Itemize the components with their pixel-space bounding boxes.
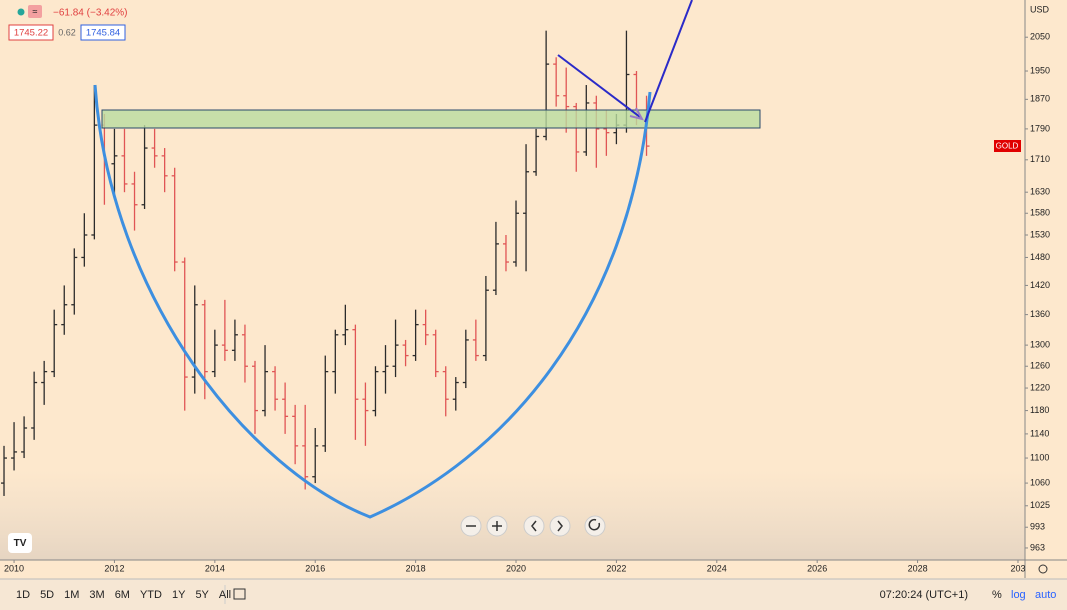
y-tick-label: 2050 <box>1030 32 1050 42</box>
scroll-left[interactable] <box>523 515 545 537</box>
y-tick-label: 1480 <box>1030 252 1050 262</box>
range-button[interactable]: YTD <box>140 589 162 601</box>
bid-box[interactable] <box>8 24 54 41</box>
clock: 07:20:24 (UTC+1) <box>880 589 968 601</box>
y-tick-label: 1060 <box>1030 477 1050 487</box>
y-tick-label: 1100 <box>1030 452 1049 462</box>
bottom-toolbar <box>0 579 1067 610</box>
settings-icon[interactable] <box>1038 564 1048 574</box>
arrow-line <box>557 54 641 118</box>
x-tick-label: 2012 <box>104 563 124 573</box>
y-tick-label: 1630 <box>1030 187 1050 197</box>
range-button[interactable]: 5Y <box>195 589 209 601</box>
range-button[interactable]: 5D <box>40 589 54 601</box>
range-button[interactable]: All <box>219 589 231 601</box>
y-tick-label: 1360 <box>1030 309 1050 319</box>
ask-box[interactable] <box>80 24 126 41</box>
icon-glyph: ≈ <box>33 6 38 16</box>
bid: 1745.22 <box>14 28 48 39</box>
ask: 1745.84 <box>86 28 120 39</box>
icon[interactable] <box>28 5 42 18</box>
x-tick-label: 2018 <box>406 563 426 573</box>
scroll-right[interactable] <box>549 515 571 537</box>
x-tick-label: 2028 <box>908 563 928 573</box>
y-tick-label: 1580 <box>1030 208 1050 218</box>
range-button[interactable]: 1Y <box>172 589 186 601</box>
y-tick-label: 1180 <box>1030 405 1049 415</box>
symbol-tag <box>994 140 1021 152</box>
y-tick-label: 1025 <box>1030 500 1050 510</box>
auto-toggle[interactable]: auto <box>1035 589 1056 601</box>
range-button[interactable]: 1D <box>16 589 30 601</box>
range-button[interactable]: 6M <box>115 589 130 601</box>
y-tick-label: 963 <box>1030 542 1045 552</box>
spread: 0.62 <box>58 27 76 37</box>
currency[interactable]: USD <box>1030 4 1050 14</box>
y-tick-label: 1790 <box>1030 123 1050 133</box>
y-tick-label: 1140 <box>1030 428 1049 438</box>
x-tick-label: 2016 <box>305 563 325 573</box>
nav-glyphs <box>466 518 601 532</box>
logo-mark: TV <box>14 538 27 549</box>
percent-toggle[interactable]: % <box>992 589 1002 601</box>
zone <box>101 109 761 129</box>
y-tick-label: 1870 <box>1030 94 1050 104</box>
y-tick-label: 1260 <box>1030 361 1050 371</box>
y-tick-label: 1530 <box>1030 229 1050 239</box>
change: −61.84 (−3.42%) <box>53 8 128 19</box>
log-toggle[interactable]: log <box>1011 589 1026 601</box>
logo[interactable] <box>8 533 32 553</box>
status-dot <box>17 8 25 16</box>
y-tick-label: 1420 <box>1030 280 1050 290</box>
symbol: GOLD <box>996 142 1019 151</box>
y-tick-label: 1710 <box>1030 154 1050 164</box>
glyphs <box>466 518 601 532</box>
arrow-head <box>629 107 644 121</box>
y-tick-label: 993 <box>1030 522 1045 532</box>
x-tick-label: 2024 <box>707 563 727 573</box>
range-button[interactable]: 3M <box>89 589 104 601</box>
cup-curve <box>93 84 652 519</box>
x-tick-label: 2026 <box>807 563 827 573</box>
calendar-icon[interactable] <box>233 588 246 600</box>
fade <box>0 470 1025 560</box>
x-tick-label: 2010 <box>4 563 24 573</box>
range-button[interactable]: 1M <box>64 589 79 601</box>
x-tick-label: 2014 <box>205 563 225 573</box>
x-tick-label: 2022 <box>606 563 626 573</box>
y-tick-label: 1950 <box>1030 65 1050 75</box>
y-tick-label: 1300 <box>1030 339 1050 349</box>
trend-line <box>644 0 693 123</box>
y-tick-label: 1220 <box>1030 382 1050 392</box>
x-tick-label: 2020 <box>506 563 526 573</box>
x-tick-label: 203 <box>1010 563 1025 573</box>
